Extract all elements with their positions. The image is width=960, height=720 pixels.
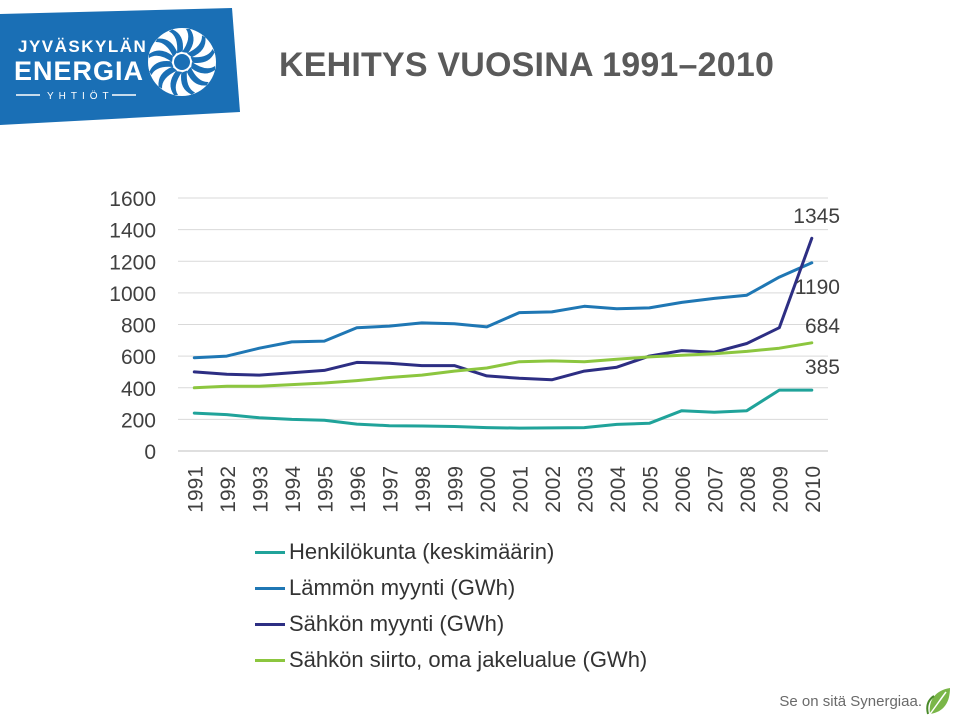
x-tick-label: 2008 [737,466,760,513]
y-tick-label: 1600 [109,188,156,211]
legend-label: Sähkön myynti (GWh) [289,611,505,636]
legend-swatch [255,586,285,590]
logo-line1: JYVÄSKYLÄN [18,37,147,56]
leaf-icon [926,688,950,715]
x-tick-label: 2007 [704,466,727,513]
series-line-3 [192,341,814,390]
x-tick-label: 2003 [574,466,597,513]
x-tick-label: 2000 [477,466,500,513]
logo-line2: ENERGIA [14,56,144,86]
series-line-0 [192,388,814,430]
series-line-1 [192,261,814,360]
y-tick-label: 400 [121,378,156,401]
legend-label: Lämmön myynti (GWh) [289,575,516,600]
legend-item: Lämmön myynti (GWh) [255,570,647,606]
x-tick-label: 1992 [217,466,240,513]
series-line-2 [192,236,814,382]
legend-item: Sähkön myynti (GWh) [255,606,647,642]
x-tick-label: 1991 [184,466,207,513]
footer-slogan: Se on sitä Synergiaa. [779,692,922,710]
x-tick-label: 1993 [249,466,272,513]
legend-swatch [255,550,285,554]
y-tick-label: 1400 [109,220,156,243]
x-tick-label: 2002 [542,466,565,513]
page-title: KEHITYS VUOSINA 1991–2010 [279,46,775,84]
x-tick-label: 2009 [769,466,792,513]
end-value-label: 684 [805,315,840,338]
x-tick-label: 1998 [412,466,435,513]
legend-label: Sähkön siirto, oma jakelualue (GWh) [289,647,648,672]
legend-item: Sähkön siirto, oma jakelualue (GWh) [255,642,647,678]
legend-swatch [255,658,285,662]
legend-swatch [255,622,285,626]
y-tick-label: 0 [144,441,156,464]
x-tick-label: 2001 [509,466,532,513]
x-tick-label: 1995 [314,466,337,513]
footer: Se on sitä Synergiaa. [779,686,952,716]
end-value-label: 1190 [795,276,840,299]
logo-sun-icon [148,28,216,96]
y-tick-label: 1200 [109,251,156,274]
x-tick-label: 2005 [639,466,662,513]
x-tick-label: 2004 [607,466,630,513]
x-tick-label: 2010 [802,466,825,513]
x-tick-label: 1999 [444,466,467,513]
y-tick-label: 800 [121,315,156,338]
x-tick-label: 1996 [347,466,370,513]
company-logo: JYVÄSKYLÄN ENERGIA YHTIÖT [0,8,240,125]
end-value-label: 385 [805,356,840,379]
x-tick-label: 1997 [379,466,402,513]
logo-line3: YHTIÖT [47,90,114,102]
legend-label: Henkilökunta (keskimäärin) [289,539,555,564]
y-tick-label: 200 [121,409,156,432]
y-tick-label: 1000 [109,283,156,306]
chart-legend: Henkilökunta (keskimäärin) Lämmön myynti … [255,534,647,678]
x-tick-label: 2006 [672,466,695,513]
legend-item: Henkilökunta (keskimäärin) [255,534,647,570]
x-tick-label: 1994 [282,466,305,513]
y-tick-label: 600 [121,346,156,369]
end-value-label: 1345 [793,205,840,228]
